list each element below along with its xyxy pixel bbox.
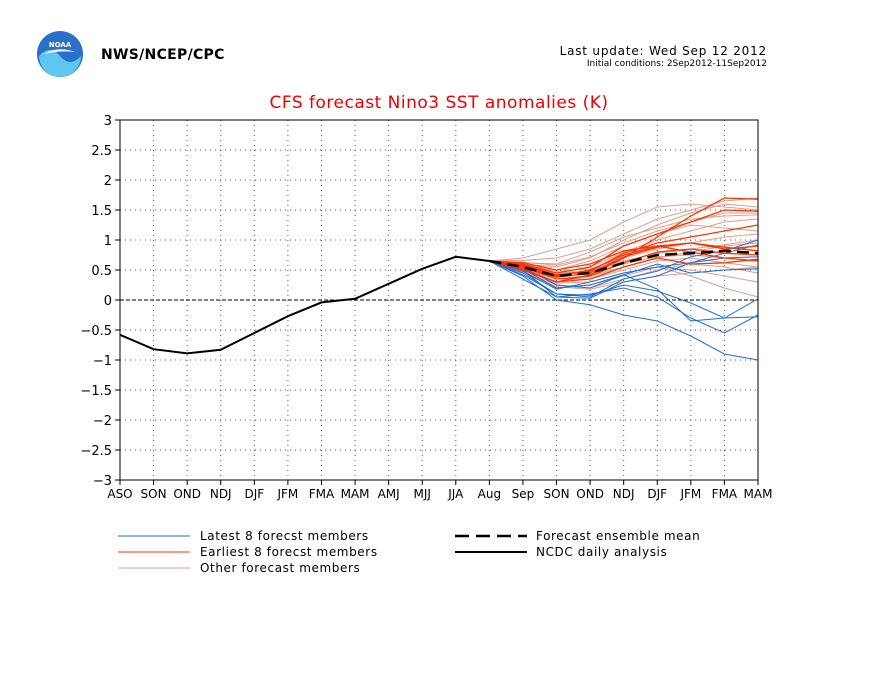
- x-tick-label: DJF: [647, 487, 667, 501]
- y-tick-label: −1: [93, 354, 112, 369]
- x-tick-label: AMJ: [378, 487, 400, 501]
- x-tick-label: Aug: [478, 487, 501, 501]
- x-tick-label: FMA: [309, 487, 335, 501]
- y-tick-label: −3: [93, 474, 112, 489]
- y-tick-label: 0.5: [91, 264, 112, 279]
- x-tick-label: DJF: [244, 487, 264, 501]
- x-tick-label: SON: [544, 487, 570, 501]
- last-update: Last update: Wed Sep 12 2012: [559, 44, 767, 58]
- x-tick-label: FMA: [712, 487, 738, 501]
- x-tick-label: ASO: [107, 487, 132, 501]
- member-latest-line: [489, 256, 759, 290]
- plot-frame: [119, 119, 759, 481]
- member-latest-line: [489, 260, 759, 319]
- legend-label-earliest: Earliest 8 forecst members: [200, 545, 378, 559]
- x-tick-label: JFM: [276, 487, 298, 501]
- legend: Latest 8 forecst members Earliest 8 fore…: [118, 529, 700, 575]
- legend-label-analysis: NCDC daily analysis: [536, 545, 667, 559]
- x-tick-label: SON: [141, 487, 167, 501]
- member-latest-line: [489, 239, 759, 298]
- y-tick-label: 2.5: [91, 144, 112, 159]
- member-earliest-line: [489, 224, 759, 276]
- grid: [120, 120, 758, 480]
- ensemble-mean-line: [489, 249, 759, 278]
- legend-label-other: Other forecast members: [200, 561, 360, 575]
- x-tick-label: OND: [576, 487, 604, 501]
- y-tick-label: 1.5: [91, 204, 112, 219]
- member-earliest-line: [489, 245, 759, 271]
- noaa-logo-wave: [39, 50, 81, 77]
- y-tick-label: −2.5: [80, 444, 112, 459]
- legend-label-latest: Latest 8 forecst members: [200, 529, 369, 543]
- x-tick-label: NDJ: [613, 487, 635, 501]
- legend-label-mean: Forecast ensemble mean: [536, 529, 700, 543]
- member-latest-line: [489, 260, 759, 361]
- member-latest-line: [489, 260, 759, 322]
- x-tick-label: JJA: [447, 487, 464, 501]
- analysis-line: [119, 255, 490, 355]
- initial-conditions: Initial conditions: 2Sep2012-11Sep2012: [586, 59, 767, 69]
- noaa-logo-bird: [44, 49, 76, 54]
- x-tick-label: MAM: [744, 487, 773, 501]
- x-tick-label: NDJ: [210, 487, 232, 501]
- member-other-line: [489, 203, 759, 262]
- member-other-line: [489, 212, 758, 266]
- chart-title: CFS forecast Nino3 SST anomalies (K): [269, 93, 608, 113]
- x-tick-label: JFM: [679, 487, 701, 501]
- x-tick-label: Sep: [512, 487, 535, 501]
- y-tick-label: 2: [104, 174, 112, 189]
- y-tick-label: −2: [93, 414, 112, 429]
- series-layer: [119, 197, 759, 361]
- member-other-line: [489, 260, 759, 289]
- x-tick-label: OND: [173, 487, 201, 501]
- member-earliest-line: [489, 257, 759, 283]
- member-other-line: [489, 257, 759, 280]
- y-tick-label: 0: [104, 294, 112, 309]
- x-tick-label: MJJ: [413, 487, 430, 501]
- member-earliest-line: [489, 209, 759, 274]
- y-tick-label: −0.5: [80, 324, 112, 339]
- y-tick-label: 1: [104, 234, 112, 249]
- org-label: NWS/NCEP/CPC: [101, 47, 225, 63]
- x-tick-label: MAM: [341, 487, 370, 501]
- y-tick-label: 3: [104, 114, 112, 129]
- member-earliest-line: [489, 197, 759, 283]
- member-latest-line: [489, 260, 759, 334]
- y-tick-label: −1.5: [80, 384, 112, 399]
- noaa-logo: NOAA: [37, 31, 83, 77]
- noaa-logo-text: NOAA: [49, 41, 72, 49]
